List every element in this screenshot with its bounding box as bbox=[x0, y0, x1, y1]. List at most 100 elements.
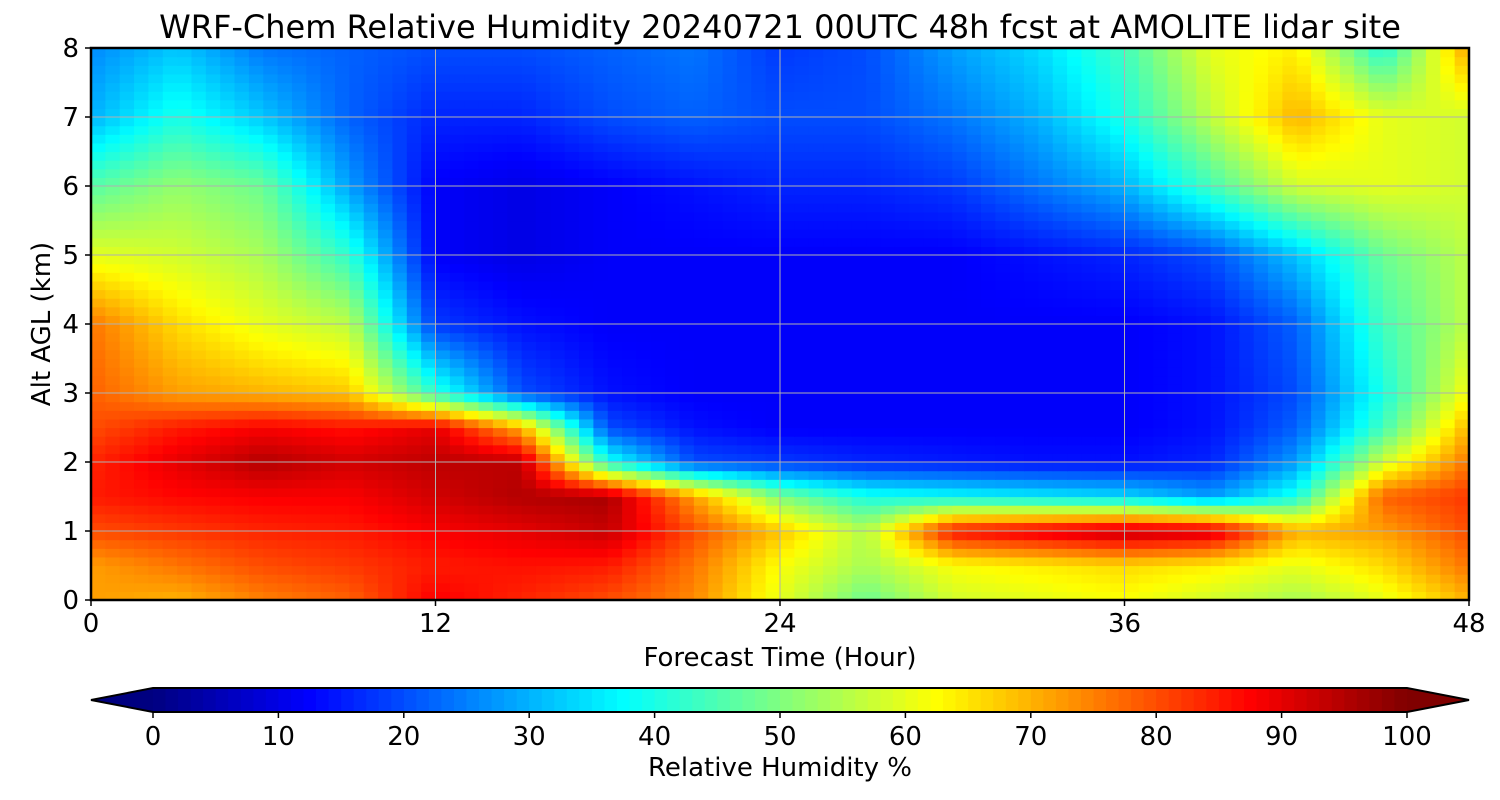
heatmap-cell bbox=[823, 160, 839, 170]
heatmap-cell bbox=[579, 203, 594, 213]
heatmap-cell bbox=[751, 263, 767, 273]
heatmap-cell bbox=[335, 548, 350, 558]
heatmap-cell bbox=[1110, 263, 1126, 273]
heatmap-cell bbox=[277, 315, 293, 325]
heatmap-cell bbox=[636, 315, 652, 325]
heatmap-cell bbox=[765, 384, 781, 394]
heatmap-cell bbox=[564, 332, 580, 342]
heatmap-cell bbox=[1124, 280, 1140, 291]
heatmap-cell bbox=[1339, 298, 1355, 308]
heatmap-cell bbox=[751, 194, 767, 204]
heatmap-cell bbox=[406, 211, 422, 222]
heatmap-cell bbox=[507, 513, 523, 523]
heatmap-cell bbox=[1038, 393, 1054, 403]
heatmap-cell bbox=[607, 151, 623, 161]
heatmap-cell bbox=[205, 255, 221, 265]
heatmap-cell bbox=[1382, 531, 1398, 541]
heatmap-cell bbox=[1081, 341, 1097, 351]
heatmap-cell bbox=[952, 168, 968, 178]
heatmap-cell bbox=[665, 505, 681, 515]
heatmap-cell bbox=[1454, 513, 1469, 523]
heatmap-cell bbox=[894, 548, 910, 558]
heatmap-cell bbox=[579, 306, 594, 316]
heatmap-cell bbox=[1282, 479, 1298, 489]
heatmap-cell bbox=[894, 556, 910, 567]
heatmap-cell bbox=[1354, 280, 1370, 291]
heatmap-cell bbox=[378, 453, 394, 463]
heatmap-cell bbox=[435, 203, 451, 213]
heatmap-cell bbox=[1339, 531, 1355, 541]
heatmap-cell bbox=[1138, 470, 1154, 480]
heatmap-cell bbox=[492, 229, 508, 239]
heatmap-cell bbox=[1067, 332, 1083, 342]
heatmap-cell bbox=[780, 203, 795, 213]
heatmap-cell bbox=[1024, 332, 1039, 342]
heatmap-cell bbox=[449, 194, 465, 204]
heatmap-cell bbox=[1454, 160, 1469, 170]
heatmap-cell bbox=[1411, 436, 1427, 446]
heatmap-cell bbox=[363, 349, 379, 360]
heatmap-cell bbox=[980, 565, 996, 575]
heatmap-cell bbox=[636, 418, 652, 429]
heatmap-cell bbox=[220, 487, 236, 498]
heatmap-cell bbox=[866, 246, 882, 256]
heatmap-cell bbox=[248, 496, 264, 506]
heatmap-cell bbox=[291, 306, 307, 316]
heatmap-cell bbox=[1095, 168, 1111, 178]
heatmap-cell bbox=[995, 160, 1011, 170]
heatmap-cell bbox=[808, 315, 824, 325]
heatmap-cell bbox=[650, 436, 666, 446]
heatmap-cell bbox=[823, 418, 839, 429]
heatmap-cell bbox=[952, 582, 968, 592]
heatmap-cell bbox=[406, 168, 422, 178]
heatmap-cell bbox=[105, 203, 121, 213]
heatmap-cell bbox=[1110, 160, 1126, 170]
heatmap-cell bbox=[1382, 315, 1398, 325]
heatmap-cell bbox=[937, 358, 953, 368]
heatmap-cell bbox=[937, 246, 953, 256]
heatmap-cell bbox=[1181, 591, 1197, 600]
heatmap-cell bbox=[1325, 324, 1341, 334]
heatmap-cell bbox=[736, 522, 752, 532]
heatmap-cell bbox=[923, 375, 939, 385]
heatmap-cell bbox=[378, 496, 394, 506]
heatmap-cell bbox=[1138, 462, 1154, 472]
heatmap-cell bbox=[378, 194, 394, 204]
heatmap-cell bbox=[1339, 168, 1355, 178]
heatmap-cell bbox=[1411, 289, 1427, 299]
heatmap-cell bbox=[335, 496, 350, 506]
heatmap-cell bbox=[306, 263, 322, 273]
heatmap-cell bbox=[636, 453, 652, 463]
heatmap-cell bbox=[894, 410, 910, 420]
heatmap-cell bbox=[435, 418, 451, 429]
heatmap-cell bbox=[105, 505, 121, 515]
heatmap-cell bbox=[263, 220, 279, 230]
heatmap-cell bbox=[464, 349, 480, 360]
heatmap-cell bbox=[665, 280, 681, 291]
heatmap-cell bbox=[234, 177, 250, 187]
heatmap-cell bbox=[1440, 582, 1456, 592]
heatmap-cell bbox=[248, 531, 264, 541]
heatmap-cell bbox=[894, 574, 910, 584]
heatmap-cell bbox=[1181, 298, 1197, 308]
heatmap-cell bbox=[1138, 487, 1154, 498]
heatmap-cell bbox=[177, 505, 193, 515]
heatmap-cell bbox=[392, 418, 408, 429]
heatmap-cell bbox=[435, 358, 451, 368]
heatmap-cell bbox=[1339, 393, 1355, 403]
heatmap-cell bbox=[1325, 453, 1341, 463]
heatmap-cell bbox=[1296, 531, 1312, 541]
heatmap-cell bbox=[1095, 203, 1111, 213]
heatmap-cell bbox=[306, 565, 322, 575]
heatmap-cell bbox=[1239, 591, 1255, 600]
heatmap-cell bbox=[134, 160, 150, 170]
heatmap-cell bbox=[119, 177, 135, 187]
heatmap-cell bbox=[306, 332, 322, 342]
heatmap-cell bbox=[909, 479, 925, 489]
heatmap-cell bbox=[823, 393, 839, 403]
heatmap-cell bbox=[923, 151, 939, 161]
heatmap-cell bbox=[148, 367, 164, 377]
heatmap-cell bbox=[535, 229, 551, 239]
heatmap-cell bbox=[1009, 487, 1025, 498]
heatmap-cell bbox=[1368, 220, 1384, 230]
